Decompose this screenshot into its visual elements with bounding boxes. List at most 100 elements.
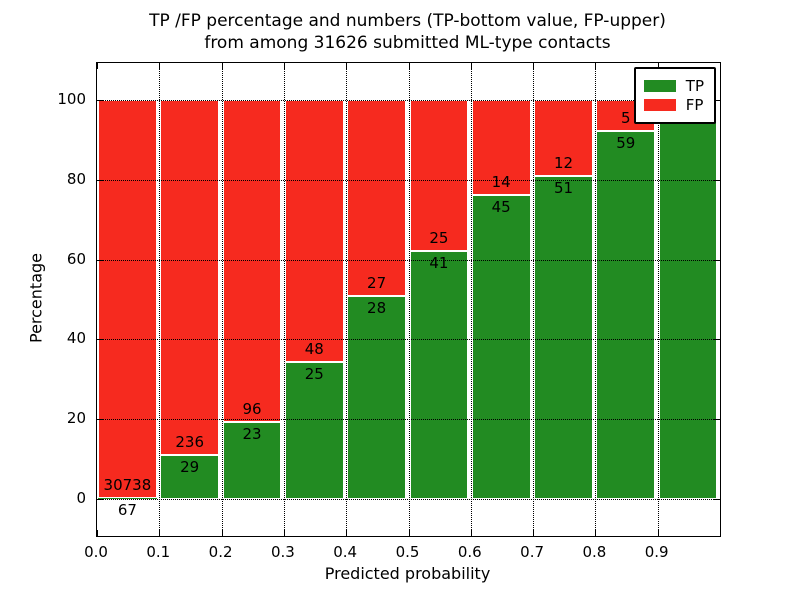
- y-tick-label: 40: [66, 329, 86, 348]
- y-tick-label: 80: [66, 170, 86, 188]
- bar-segment-tp: [222, 421, 282, 499]
- y-tick-label: 20: [66, 409, 86, 428]
- bar-segment-fp: [347, 100, 406, 296]
- x-tickmark-bottom: [533, 530, 535, 536]
- fp-count-label: 5: [621, 109, 631, 128]
- bar-segment-tp: [347, 295, 406, 499]
- x-tickmark-bottom: [159, 530, 161, 536]
- gridline-vertical: [221, 63, 223, 536]
- x-tickmark-bottom: [657, 530, 659, 536]
- tp-count-label: 23: [242, 424, 262, 443]
- legend: TP FP: [633, 67, 716, 124]
- x-tickmark-bottom: [97, 530, 98, 536]
- legend-label-fp: FP: [685, 96, 704, 114]
- x-tickmark-top: [408, 63, 410, 69]
- x-tickmark-bottom: [470, 530, 472, 536]
- y-tickmark-left: [97, 419, 103, 421]
- x-tick-label: 0.1: [146, 543, 171, 561]
- x-tickmark-bottom: [595, 530, 597, 536]
- fp-count-label: 12: [553, 154, 574, 173]
- legend-item-fp: FP: [643, 96, 704, 114]
- gridline-vertical: [346, 63, 348, 536]
- plot-area: TP FP 30738 67 236 29 96 23 48 25 27 28 25 41 14 45 12…: [96, 62, 721, 537]
- gridline-vertical: [159, 63, 161, 536]
- bar-segment-tp: [409, 251, 469, 499]
- bar-segment-fp: [471, 100, 531, 195]
- tp-count-label: 59: [616, 134, 636, 153]
- fp-count-label: 236: [175, 433, 205, 452]
- bar-segment-tp: [160, 455, 220, 499]
- bar-segment-fp: [409, 100, 469, 252]
- tp-count-label: 67: [117, 501, 137, 520]
- bar-segment-fp: [98, 100, 157, 499]
- tp-count-label: 41: [429, 254, 449, 273]
- gridline-vertical: [657, 63, 659, 536]
- bar-segment-fp: [284, 100, 344, 363]
- gridline-vertical: [408, 63, 410, 536]
- gridline-vertical: [283, 63, 285, 536]
- x-tickmark-top: [470, 63, 472, 69]
- x-tickmark-top: [657, 63, 659, 69]
- x-tick-label: 0.2: [208, 543, 233, 561]
- x-tick-label: 0.7: [520, 543, 545, 561]
- chart-title-line1: TP /FP percentage and numbers (TP-bottom…: [149, 11, 666, 31]
- bar-segment-fp: [534, 100, 593, 177]
- y-tickmark-left: [97, 259, 103, 261]
- tp-count-label: 29: [180, 458, 200, 477]
- y-tickmark-left: [97, 498, 103, 500]
- x-tick-label: 0.6: [457, 543, 482, 561]
- gridline-vertical: [533, 63, 535, 536]
- tp-color-swatch-icon: [643, 80, 676, 92]
- x-tickmark-top: [159, 63, 161, 69]
- x-tick-label: 0.4: [333, 543, 358, 561]
- gridline-vertical: [470, 63, 472, 536]
- y-tick-label: 100: [57, 90, 86, 109]
- fp-count-label: 25: [429, 229, 449, 248]
- y-tickmark-left: [97, 100, 103, 102]
- x-axis-label: Predicted probability: [324, 564, 491, 583]
- fp-count-label: 30738: [103, 476, 152, 495]
- x-tick-label: 0.5: [395, 543, 420, 561]
- y-tickmark-left: [97, 180, 103, 181]
- y-tickmark-right: [714, 259, 720, 261]
- x-tickmark-bottom: [346, 530, 348, 536]
- y-tick-label: 0: [76, 488, 86, 507]
- x-tickmark-bottom: [283, 530, 285, 536]
- x-tickmark-top: [221, 63, 223, 69]
- y-tickmark-right: [714, 339, 720, 341]
- x-tick-label: 0.0: [84, 543, 108, 561]
- tp-count-label: 28: [367, 298, 387, 317]
- tp-count-label: 45: [491, 197, 511, 216]
- bar-segment-tp: [98, 498, 157, 499]
- y-tickmark-right: [714, 180, 720, 181]
- bar-segment-tp: [534, 176, 593, 499]
- fp-count-label: 14: [491, 172, 511, 191]
- fp-color-swatch-icon: [643, 99, 676, 111]
- bar-segment-tp: [658, 107, 718, 499]
- legend-item-tp: TP: [643, 77, 704, 95]
- y-tickmark-right: [714, 419, 720, 421]
- x-tickmark-bottom: [221, 530, 223, 536]
- y-tickmark-right: [714, 100, 720, 102]
- fp-count-label: 48: [304, 340, 324, 359]
- y-tickmark-left: [97, 339, 103, 341]
- fp-count-label: 27: [367, 273, 387, 292]
- x-tick-label: 0.8: [582, 543, 607, 561]
- x-tick-label: 0.3: [270, 543, 295, 561]
- tp-count-label: 25: [304, 365, 324, 384]
- x-tickmark-top: [533, 63, 535, 69]
- bar-segment-fp: [160, 100, 220, 456]
- bar-segment-tp: [471, 194, 531, 499]
- chart-title-line2: from among 31626 submitted ML-type conta…: [204, 33, 611, 53]
- y-tick-label: 60: [66, 249, 86, 268]
- x-tickmark-bottom: [408, 530, 410, 536]
- tp-count-label: 51: [553, 179, 574, 198]
- gridline-vertical: [595, 63, 597, 536]
- legend-label-tp: TP: [685, 77, 704, 95]
- bar-segment-fp: [222, 100, 282, 422]
- x-tickmark-top: [595, 63, 597, 69]
- fp-count-label: 96: [242, 399, 262, 418]
- bar-segment-tp: [284, 362, 344, 499]
- y-tickmark-right: [714, 498, 720, 500]
